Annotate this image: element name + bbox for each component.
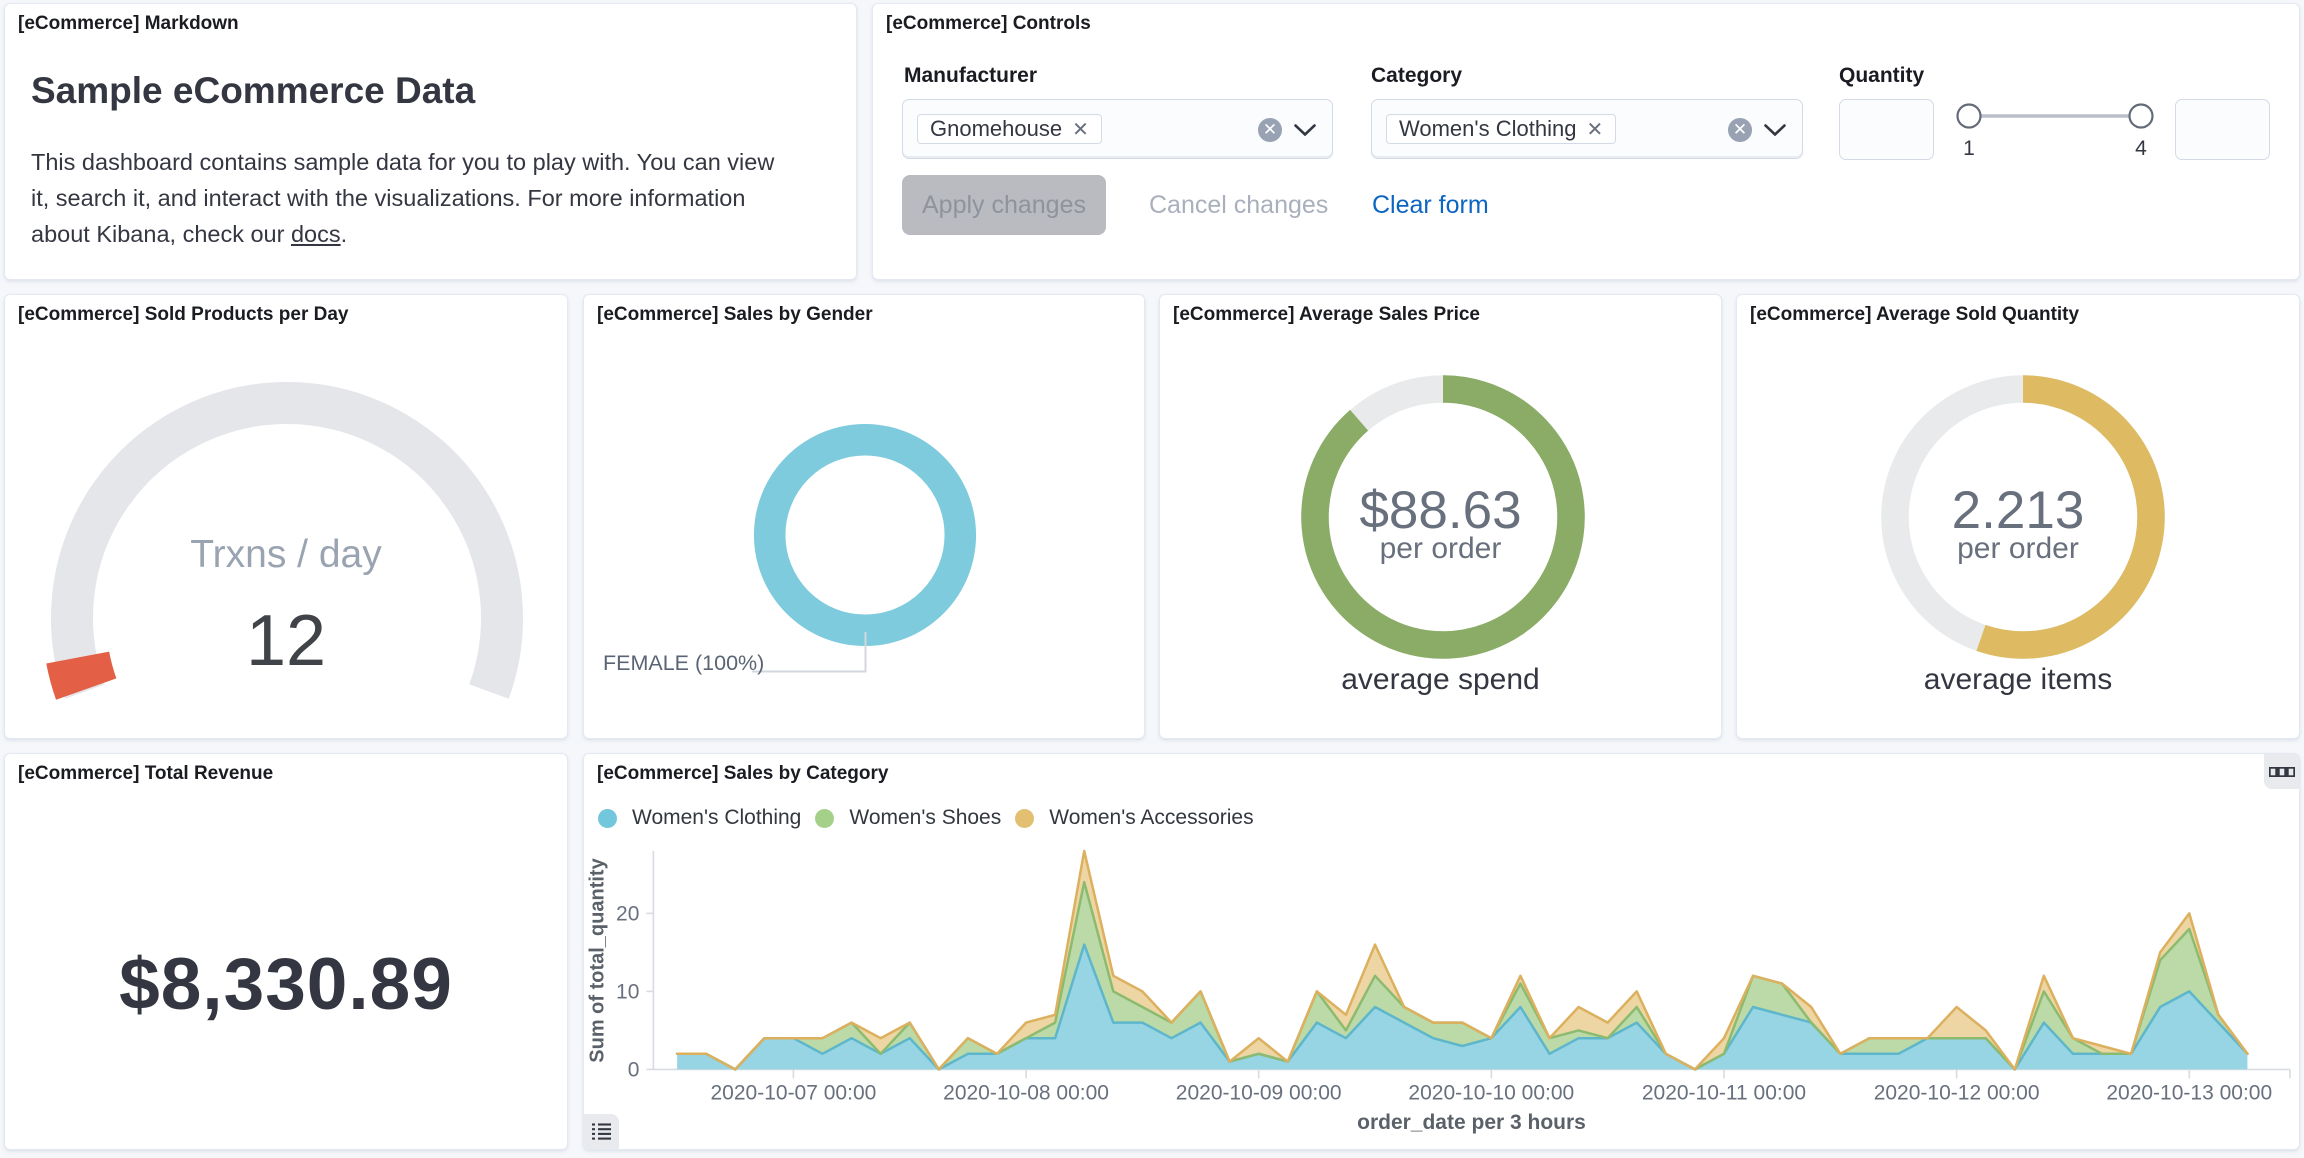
slider-min-label: 1: [1963, 137, 1975, 160]
gender-slice-label: FEMALE (100%): [603, 651, 765, 675]
average-items-sublabel: per order: [1957, 532, 2079, 565]
x-axis-tick-label: 2020-10-13 00:00: [2106, 1081, 2272, 1104]
x-axis-tick-label: 2020-10-09 00:00: [1176, 1081, 1342, 1104]
category-label: Category: [1371, 64, 1463, 87]
markdown-body-line3: about Kibana, check our docs.: [31, 221, 348, 247]
manufacturer-label: Manufacturer: [904, 64, 1038, 87]
y-axis-tick-label: 10: [616, 980, 639, 1003]
area-chart-x-axis-title: order_date per 3 hours: [1357, 1111, 1586, 1134]
x-axis-tick-label: 2020-10-12 00:00: [1874, 1081, 2040, 1104]
legend-item[interactable]: Women's Clothing: [598, 806, 801, 830]
category-pill[interactable]: Women's Clothing ✕: [1386, 114, 1617, 144]
slider-handle-max[interactable]: [2128, 103, 2154, 129]
panel-title-sales-by-category: [eCommerce] Sales by Category: [597, 763, 889, 784]
category-chevron-down-icon[interactable]: [1764, 124, 1786, 136]
panel-title-average-sold-quantity: [eCommerce] Average Sold Quantity: [1750, 304, 2080, 325]
legend-toggle-button[interactable]: [584, 1114, 619, 1149]
slider-max-label: 4: [2135, 137, 2147, 160]
average-items-goal-chart[interactable]: [1737, 295, 2300, 739]
docs-link[interactable]: docs: [290, 221, 341, 247]
category-clear-icon[interactable]: ✕: [1728, 118, 1752, 142]
panel-average-sales-price: [eCommerce] Average Sales Price $88.63 p…: [1159, 294, 1722, 739]
average-items-value: 2.213: [1951, 481, 2085, 540]
gauge-label: Trxns / day: [190, 533, 382, 576]
category-combobox[interactable]: Women's Clothing ✕ ✕: [1371, 99, 1803, 159]
panel-markdown: [eCommerce] Markdown Sample eCommerce Da…: [4, 3, 857, 280]
panel-title-sold-products: [eCommerce] Sold Products per Day: [18, 304, 349, 325]
manufacturer-pill[interactable]: Gnomehouse ✕: [917, 114, 1102, 144]
panel-title-controls: [eCommerce] Controls: [886, 13, 1091, 34]
markdown-body: This dashboard contains sample data for …: [31, 144, 774, 252]
cancel-changes-button[interactable]: Cancel changes: [1149, 175, 1328, 235]
average-spend-goal-chart[interactable]: [1160, 295, 1722, 739]
legend-list-icon: [592, 1123, 611, 1140]
panel-average-sold-quantity: [eCommerce] Average Sold Quantity 2.213 …: [1736, 294, 2300, 739]
total-revenue-value: $8,330.89: [119, 944, 453, 1025]
legend-label: Women's Shoes: [849, 806, 1002, 829]
legend-label: Women's Accessories: [1049, 806, 1254, 829]
x-axis-tick-label: 2020-10-07 00:00: [711, 1081, 877, 1104]
sales-by-category-area-chart[interactable]: 0 10 20 2020-10-07 00:00 2020-10-08 00:00 202…: [584, 754, 2300, 1150]
area-series-fill: [677, 944, 2248, 1070]
panel-sold-products-per-day: [eCommerce] Sold Products per Day Trxns …: [4, 294, 568, 739]
trxns-gauge-chart[interactable]: [5, 295, 568, 739]
average-spend-sublabel: per order: [1379, 532, 1502, 565]
panel-sales-by-gender: [eCommerce] Sales by Gender FEMALE (100%…: [583, 294, 1145, 739]
slider-handle-min[interactable]: [1956, 103, 1982, 129]
apply-changes-button[interactable]: Apply changes: [902, 175, 1106, 235]
legend-item[interactable]: Women's Accessories: [1015, 806, 1254, 830]
clear-form-link[interactable]: Clear form: [1372, 175, 1489, 235]
area-series-line: [675, 849, 2249, 1071]
manufacturer-combobox[interactable]: Gnomehouse ✕ ✕: [902, 99, 1333, 159]
panel-controls: [eCommerce] Controls Manufacturer Gnomeh…: [872, 3, 2300, 280]
y-axis-tick-label: 0: [628, 1058, 640, 1081]
markdown-heading: Sample eCommerce Data: [31, 70, 476, 111]
panel-options-button[interactable]: [2264, 754, 2299, 789]
legend-dot-icon: [815, 808, 835, 828]
category-pill-remove-icon[interactable]: ✕: [1586, 119, 1604, 141]
quantity-max-input[interactable]: [2175, 99, 2270, 160]
panel-title-average-sales-price: [eCommerce] Average Sales Price: [1173, 304, 1480, 325]
quantity-range-slider[interactable]: 1 4: [1953, 96, 2158, 166]
x-axis-tick-label: 2020-10-08 00:00: [943, 1081, 1109, 1104]
y-axis-tick-label: 20: [616, 902, 639, 925]
average-spend-value: $88.63: [1359, 481, 1522, 540]
legend-dot-icon: [1015, 808, 1035, 828]
legend-dot-icon: [598, 808, 617, 828]
x-axis-tick-label: 2020-10-11 00:00: [1642, 1081, 1806, 1104]
panel-total-revenue: [eCommerce] Total Revenue $8,330.89: [4, 753, 568, 1150]
manufacturer-pill-remove-icon[interactable]: ✕: [1072, 119, 1089, 141]
quantity-label: Quantity: [1839, 64, 1925, 87]
manufacturer-clear-icon[interactable]: ✕: [1258, 118, 1282, 142]
quantity-min-input[interactable]: [1839, 99, 1934, 160]
panel-title-sales-by-gender: [eCommerce] Sales by Gender: [597, 304, 873, 325]
area-chart-y-axis-title: Sum of total_quantity: [586, 858, 609, 1063]
average-items-caption: average items: [1923, 663, 2113, 696]
markdown-body-line1: This dashboard contains sample data for …: [31, 149, 775, 175]
gauge-value: 12: [245, 601, 327, 681]
legend-item[interactable]: Women's Shoes: [815, 806, 1001, 830]
average-spend-caption: average spend: [1341, 663, 1540, 696]
legend-label: Women's Clothing: [632, 806, 802, 829]
x-axis-tick-label: 2020-10-10 00:00: [1408, 1081, 1574, 1104]
panel-title-total-revenue: [eCommerce] Total Revenue: [18, 763, 274, 784]
area-chart-legend: Women's Clothing Women's Shoes Women's Acc…: [598, 806, 1268, 830]
markdown-body-line2: it, search it, and interact with the vis…: [31, 185, 746, 211]
manufacturer-chevron-down-icon[interactable]: [1294, 124, 1316, 136]
panel-sales-by-category: [eCommerce] Sales by Category Women's Cl…: [583, 753, 2300, 1150]
panel-options-icon: [2268, 766, 2295, 777]
panel-title-markdown: [eCommerce] Markdown: [18, 13, 239, 34]
gender-donut-chart[interactable]: [584, 295, 1145, 739]
area-series-fill: [677, 882, 2248, 1070]
